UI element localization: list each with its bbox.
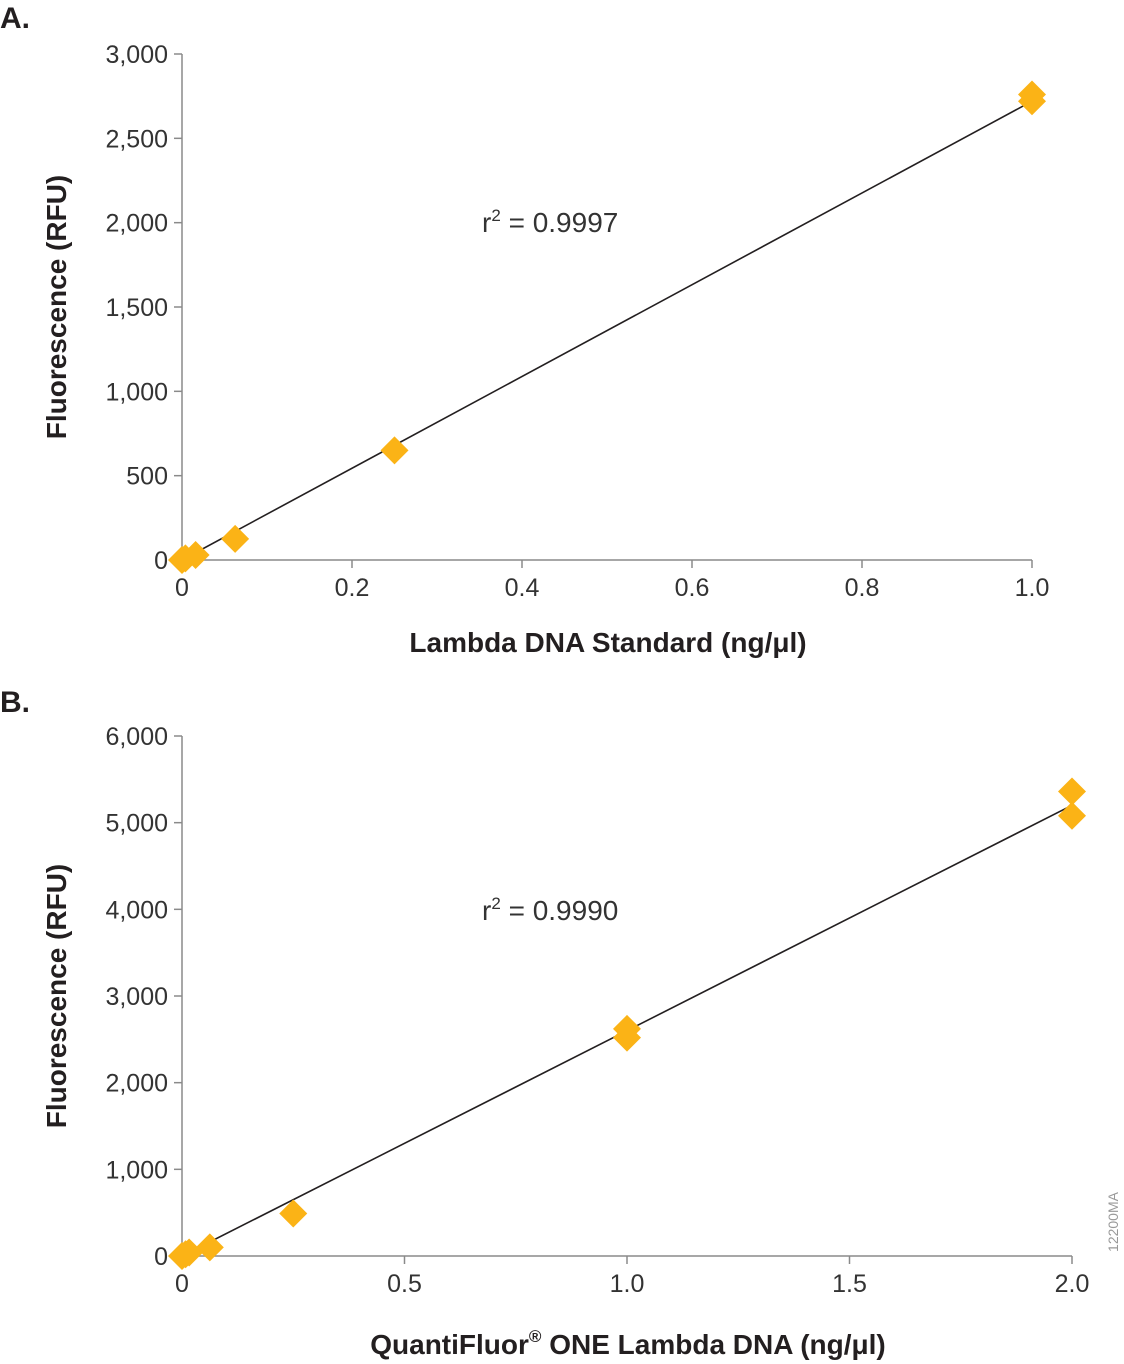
- data-point: [175, 1238, 204, 1267]
- x-tick-label: 0.4: [505, 574, 540, 602]
- r-squared-annotation-a: r2 = 0.9997: [482, 206, 618, 238]
- r-symbol-b: r: [482, 895, 491, 926]
- x-axis-title-b-main: QuantiFluor: [370, 1329, 529, 1360]
- x-tick-label: 0.2: [335, 574, 370, 602]
- y-tick-label: 2,000: [105, 210, 168, 238]
- x-tick-label: 2.0: [1055, 1270, 1090, 1298]
- x-tick-label: 0.8: [845, 574, 880, 602]
- x-tick-label: 1.5: [832, 1270, 867, 1298]
- figure-code: 12200MA: [1105, 1191, 1121, 1252]
- y-tick-label: 4,000: [105, 896, 168, 924]
- y-axis-title-a: Fluorescence (RFU): [41, 175, 72, 440]
- data-point: [181, 540, 210, 569]
- y-tick-label: 0: [154, 1243, 168, 1271]
- r-superscript-a: 2: [491, 206, 500, 225]
- y-axis-title-b: Fluorescence (RFU): [41, 864, 72, 1129]
- y-tick-label: 2,000: [105, 1070, 168, 1098]
- y-tick-label: 500: [126, 463, 168, 491]
- y-tick-label: 3,000: [105, 983, 168, 1011]
- y-tick-label: 1,000: [105, 1156, 168, 1184]
- y-tick-label: 6,000: [105, 723, 168, 751]
- r-squared-annotation-b: r2 = 0.9990: [482, 894, 618, 926]
- data-point: [613, 1014, 641, 1043]
- r-squared-value-b: = 0.9990: [501, 895, 619, 926]
- x-axis-title-a: Lambda DNA Standard (ng/μl): [409, 627, 806, 658]
- data-point: [380, 436, 409, 465]
- y-tick-label: 1,500: [105, 294, 168, 322]
- x-tick-label: 0.6: [675, 574, 710, 602]
- trendline-a: [181, 100, 1033, 561]
- x-axis-title-b: QuantiFluor® ONE Lambda DNA (ng/μl): [370, 1327, 886, 1360]
- x-tick-label: 0: [175, 1270, 189, 1298]
- y-tick-label: 5,000: [105, 810, 168, 838]
- x-tick-label: 1.0: [610, 1270, 645, 1298]
- panel-label-b: B.: [0, 686, 30, 719]
- y-tick-label: 0: [154, 547, 168, 575]
- data-point: [279, 1199, 308, 1228]
- x-tick-label: 1.0: [1015, 574, 1050, 602]
- chart-panel-a: A. Fluorescence (RFU) Lambda DNA Standar…: [0, 2, 1049, 658]
- r-symbol-a: r: [482, 207, 491, 238]
- y-tick-label: 3,000: [105, 41, 168, 69]
- chart-panel-b: B. Fluorescence (RFU) QuantiFluor® ONE L…: [0, 686, 1089, 1360]
- data-point: [1018, 80, 1046, 109]
- panel-label-a: A.: [0, 2, 30, 35]
- data-point: [1058, 777, 1086, 806]
- x-axis-title-b-rest: ONE Lambda DNA (ng/μl): [541, 1329, 885, 1360]
- x-tick-label: 0.5: [387, 1270, 422, 1298]
- y-tick-label: 1,000: [105, 378, 168, 406]
- y-tick-label: 2,500: [105, 125, 168, 153]
- r-superscript-b: 2: [491, 894, 500, 913]
- data-point: [195, 1233, 224, 1262]
- data-point: [221, 524, 250, 553]
- data-point: [1058, 801, 1086, 830]
- x-axis-title-b-registered: ®: [529, 1327, 542, 1346]
- x-tick-label: 0: [175, 574, 189, 602]
- r-squared-value-a: = 0.9997: [501, 207, 619, 238]
